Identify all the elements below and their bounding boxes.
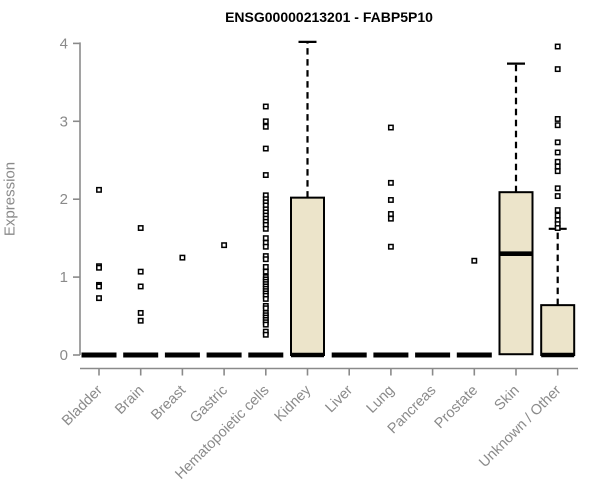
outlier-bladder — [96, 295, 102, 302]
category-label-liver: Liver — [322, 382, 356, 416]
outlier-unknown-other — [554, 116, 561, 122]
outlier-lung — [387, 215, 394, 222]
outlier-hematopoietic-cells — [262, 268, 269, 275]
outlier-unknown-other — [554, 122, 561, 129]
outlier-hematopoietic-cells — [262, 243, 269, 250]
outlier-brain — [137, 283, 144, 290]
outlier-lung — [387, 124, 394, 131]
outlier-unknown-other — [554, 225, 561, 231]
outlier-prostate — [471, 257, 478, 264]
outlier-unknown-other — [554, 43, 561, 50]
outlier-hematopoietic-cells — [262, 331, 269, 338]
outlier-hematopoietic-cells — [262, 295, 269, 302]
outlier-unknown-other — [554, 66, 561, 73]
outlier-hematopoietic-cells — [262, 118, 269, 125]
outlier-hematopoietic-cells — [262, 235, 269, 242]
outlier-bladder — [96, 283, 102, 290]
outlier-hematopoietic-cells — [262, 321, 269, 328]
outlier-hematopoietic-cells — [262, 225, 269, 232]
category-label-breast: Breast — [148, 383, 189, 424]
outlier-bladder — [96, 264, 102, 271]
outlier-unknown-other — [554, 149, 561, 156]
category-label-kidney: Kidney — [272, 382, 315, 425]
outlier-unknown-other — [554, 212, 561, 219]
outlier-brain — [137, 317, 144, 324]
category-label-bladder: Bladder — [59, 382, 106, 429]
outlier-brain — [137, 309, 144, 316]
outlier-bladder — [96, 186, 102, 193]
category-label-lung: Lung — [364, 383, 398, 417]
outlier-hematopoietic-cells — [262, 172, 269, 179]
box-skin — [498, 191, 534, 356]
outlier-unknown-other — [554, 139, 561, 146]
outlier-lung — [387, 211, 394, 217]
outlier-hematopoietic-cells — [262, 256, 269, 263]
outlier-hematopoietic-cells — [262, 103, 269, 110]
outlier-breast — [179, 254, 186, 261]
category-label-skin: Skin — [492, 383, 523, 414]
outlier-unknown-other — [554, 158, 561, 165]
outlier-unknown-other — [554, 185, 561, 192]
box-kidney — [290, 196, 325, 356]
y-tick-label: 2 — [60, 191, 68, 208]
outlier-unknown-other — [554, 207, 561, 214]
y-tick-label: 1 — [60, 269, 68, 286]
box-unknown-other — [540, 304, 576, 357]
outlier-lung — [387, 243, 394, 250]
y-tick-label: 4 — [60, 35, 68, 52]
y-tick-label: 0 — [60, 347, 68, 364]
category-label-prostate: Prostate — [432, 383, 481, 432]
outlier-unknown-other — [554, 168, 561, 175]
outlier-brain — [137, 268, 144, 275]
category-label-brain: Brain — [112, 383, 147, 418]
chart-title: ENSG00000213201 - FABP5P10 — [225, 9, 433, 25]
outlier-hematopoietic-cells — [262, 264, 269, 270]
outlier-unknown-other — [554, 163, 561, 170]
outlier-hematopoietic-cells — [262, 305, 269, 312]
outlier-brain — [137, 225, 144, 231]
outlier-unknown-other — [554, 193, 561, 200]
outlier-hematopoietic-cells — [262, 145, 269, 152]
outlier-hematopoietic-cells — [262, 123, 269, 130]
outlier-lung — [387, 197, 394, 203]
outlier-lung — [387, 179, 394, 186]
y-tick-label: 3 — [60, 113, 68, 130]
outlier-gastric — [221, 242, 228, 249]
